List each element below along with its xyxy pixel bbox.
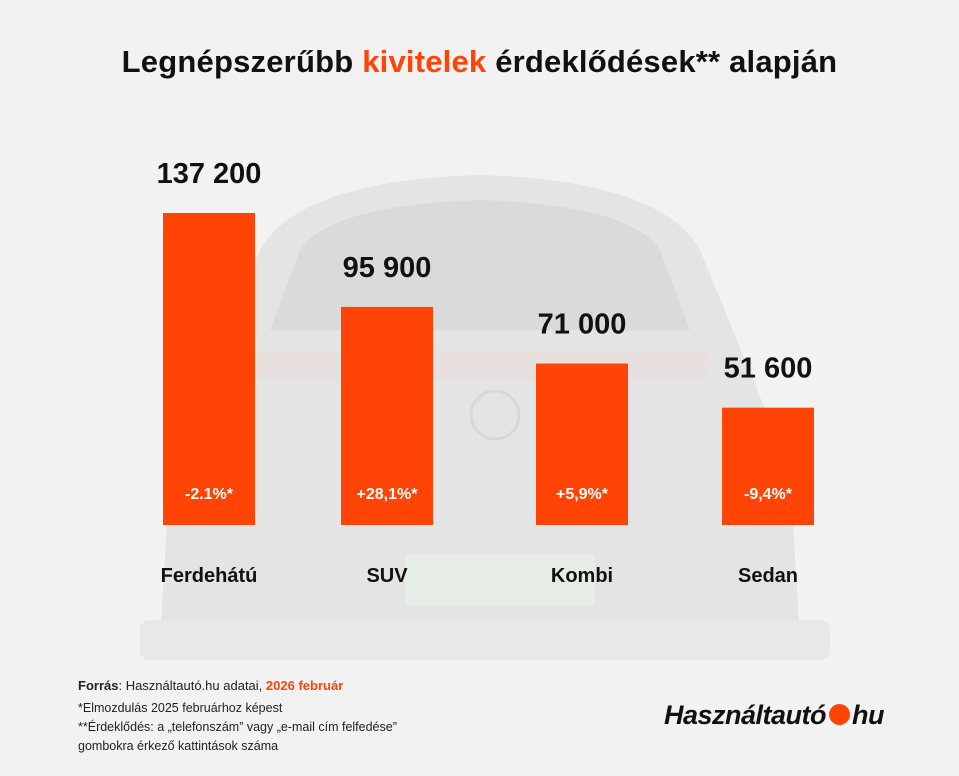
footnote-interest-line1: **Érdeklődés: a „telefonszám” vagy „e-ma… (78, 720, 397, 734)
value-label: 71 000 (538, 309, 627, 341)
title-part2: érdeklődések** alapján (495, 44, 838, 79)
category-label: SUV (366, 565, 408, 587)
logo-dot-icon (829, 704, 851, 725)
footnote-interest-line2: gombokra érkező kattintások száma (78, 739, 279, 753)
change-label: -9,4%* (744, 486, 793, 503)
change-label: +28,1%* (357, 486, 419, 503)
category-label: Ferdehátú (161, 565, 258, 587)
title-part1: Legnépszerűbb (121, 44, 354, 79)
source-label: Forrás (78, 678, 119, 693)
logo: Használtautó hu (664, 700, 885, 731)
source-text: : Használtautó.hu adatai, (118, 678, 263, 693)
logo-text-main: Használtautó (664, 700, 827, 730)
source-line: Forrás: Használtautó.hu adatai, 2026 feb… (78, 678, 343, 693)
value-label: 51 600 (724, 353, 813, 385)
value-label: 95 900 (343, 252, 432, 284)
source-date: 2026 február (265, 678, 344, 693)
bar (163, 213, 255, 525)
chart-title: Legnépszerűbb kivitelek érdeklődések** a… (0, 44, 959, 80)
footnote-change: *Elmozdulás 2025 februárhoz képest (78, 701, 283, 715)
bar (536, 363, 628, 525)
bar (722, 407, 814, 525)
title-accent: kivitelek (362, 44, 487, 79)
value-label: 137 200 (157, 158, 262, 190)
change-label: +5,9%* (556, 486, 609, 503)
category-label: Kombi (551, 565, 613, 587)
change-label: -2.1%* (185, 486, 234, 503)
category-label: Sedan (738, 565, 798, 587)
bar (341, 306, 433, 525)
logo-text-suffix: hu (852, 700, 885, 730)
